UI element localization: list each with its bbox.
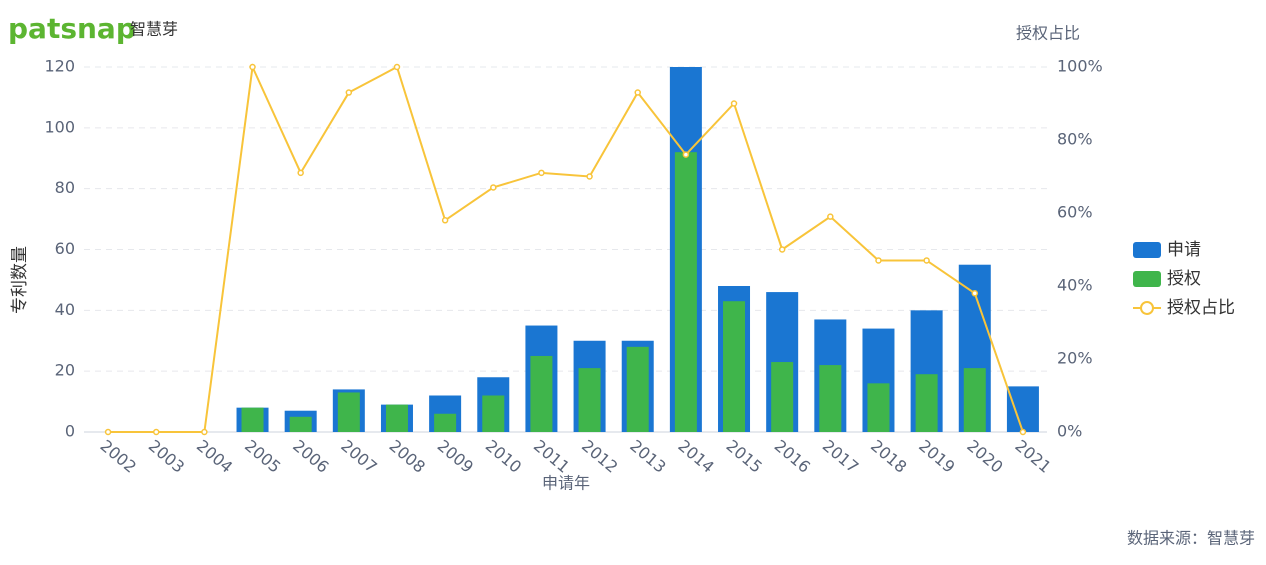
bar <box>674 152 697 432</box>
y2-tick-label: 40% <box>1057 276 1093 295</box>
line-marker <box>393 63 401 71</box>
x-tick-label: 2015 <box>723 436 766 477</box>
x-tick-label: 2004 <box>193 436 236 477</box>
source-note: 数据来源：智慧芽 <box>1127 529 1255 548</box>
bar <box>771 362 794 432</box>
line-marker <box>490 184 497 191</box>
x-tick-label: 2013 <box>626 436 669 477</box>
bar <box>819 365 842 432</box>
bar <box>963 368 986 432</box>
line-marker <box>201 428 208 436</box>
bar <box>1006 386 1039 432</box>
bar <box>482 395 505 432</box>
line-marker <box>538 169 545 177</box>
legend-label: 授权占比 <box>1167 298 1235 318</box>
y-tick-label: 80 <box>55 178 75 197</box>
x-tick-label: 2014 <box>674 436 717 477</box>
bar <box>337 392 360 432</box>
legend-swatch <box>1140 301 1154 315</box>
line <box>108 63 1024 433</box>
line-marker <box>730 100 738 107</box>
x-tick-label: 2017 <box>819 436 862 477</box>
y2-tick-label: 100% <box>1057 57 1103 76</box>
x-tick-label: 2018 <box>867 436 910 477</box>
x-tick-label: 2006 <box>289 436 332 477</box>
bar <box>626 346 649 432</box>
y-axis-title: 专利数量 <box>10 246 30 314</box>
line-marker <box>297 169 304 177</box>
bar <box>530 355 553 432</box>
bar <box>434 413 457 432</box>
y-tick-label: 100 <box>44 117 75 136</box>
y-tick-label: 60 <box>55 239 75 258</box>
line-marker <box>875 257 882 264</box>
x-tick-label: 2008 <box>386 436 429 477</box>
x-tick-label: 2002 <box>97 436 140 477</box>
bar <box>241 407 264 432</box>
x-tick-label: 2009 <box>434 436 477 477</box>
bar <box>578 368 601 432</box>
line-marker <box>441 217 449 224</box>
legend-label: 申请 <box>1167 240 1201 260</box>
line-marker <box>104 428 112 436</box>
x-tick-label: 2003 <box>145 436 188 477</box>
y-tick-label: 0 <box>65 422 75 441</box>
brand-name: 智慧芽 <box>130 20 178 39</box>
y2-tick-label: 60% <box>1057 203 1093 222</box>
bar <box>867 383 890 432</box>
bar <box>915 374 938 432</box>
line-marker <box>923 257 930 264</box>
legend-swatch <box>1133 242 1161 258</box>
line-marker <box>682 151 690 158</box>
x-axis-title: 申请年 <box>542 474 590 493</box>
x-tick-label: 2012 <box>578 436 621 477</box>
y-tick-label: 120 <box>44 57 75 76</box>
x-tick-label: 2011 <box>530 436 573 477</box>
line-marker <box>634 89 641 96</box>
x-tick-label: 2021 <box>1011 436 1054 477</box>
y-tick-label: 40 <box>55 300 75 319</box>
line-marker <box>345 89 353 96</box>
logo: patsnap <box>8 12 136 45</box>
bar <box>723 301 746 432</box>
line-marker <box>152 428 160 436</box>
x-tick-label: 2019 <box>915 436 958 477</box>
legend-swatch <box>1133 271 1161 287</box>
line-marker <box>249 63 256 71</box>
line-marker <box>1019 428 1027 436</box>
y-tick-label: 20 <box>55 361 75 380</box>
y2-tick-label: 80% <box>1057 130 1093 149</box>
line-marker <box>827 213 834 220</box>
legend-label: 授权 <box>1167 269 1201 289</box>
bar <box>289 416 312 432</box>
x-tick-label: 2020 <box>963 436 1006 477</box>
x-tick-label: 2016 <box>771 436 814 477</box>
y2-axis-title: 授权占比 <box>1016 24 1080 43</box>
bar <box>385 404 408 432</box>
line-marker <box>971 290 979 297</box>
y2-tick-label: 0% <box>1057 422 1082 441</box>
x-tick-label: 2007 <box>337 436 380 477</box>
line-marker <box>778 246 786 253</box>
y2-tick-label: 20% <box>1057 349 1093 368</box>
x-tick-label: 2010 <box>482 436 525 477</box>
x-tick-label: 2005 <box>241 436 284 477</box>
line-marker <box>586 173 593 180</box>
